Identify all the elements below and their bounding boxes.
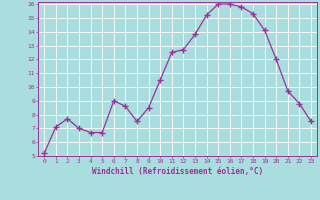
- X-axis label: Windchill (Refroidissement éolien,°C): Windchill (Refroidissement éolien,°C): [92, 167, 263, 176]
